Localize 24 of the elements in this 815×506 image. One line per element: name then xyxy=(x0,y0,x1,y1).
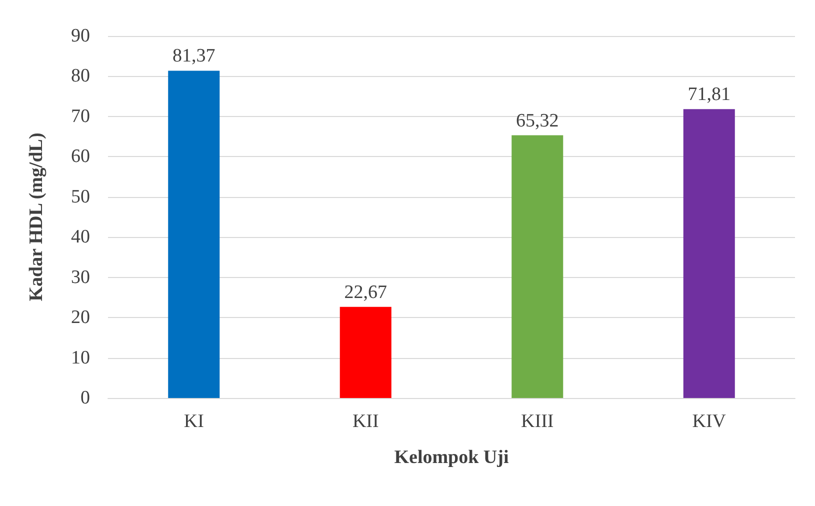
data-label: 81,37 xyxy=(172,46,216,67)
y-tick-label: 60 xyxy=(71,146,90,168)
x-tick-label: KI xyxy=(184,411,204,432)
bar xyxy=(683,109,735,398)
data-label: 22,67 xyxy=(344,282,387,303)
y-tick-label: 80 xyxy=(71,66,90,87)
y-axis-title: Kadar HDL (mg/dL) xyxy=(26,132,47,302)
y-tick-label: 10 xyxy=(71,347,90,368)
bar xyxy=(512,135,564,398)
x-tick-label: KII xyxy=(352,411,379,432)
data-label: 65,32 xyxy=(516,110,559,132)
x-tick-label: KIV xyxy=(692,411,726,432)
data-label: 71,81 xyxy=(688,84,730,106)
y-tick-label: 20 xyxy=(71,307,90,328)
y-tick-label: 90 xyxy=(71,26,90,46)
y-tick-label: 40 xyxy=(71,226,90,248)
bar xyxy=(340,306,392,398)
x-axis-title: Kelompok Uji xyxy=(394,447,509,468)
y-tick-label: 0 xyxy=(80,388,90,408)
y-tick-label: 70 xyxy=(71,106,90,127)
x-tick-label: KIII xyxy=(521,411,554,432)
y-tick-label: 30 xyxy=(71,266,90,288)
y-tick-label: 50 xyxy=(71,186,90,208)
bar xyxy=(168,70,220,398)
